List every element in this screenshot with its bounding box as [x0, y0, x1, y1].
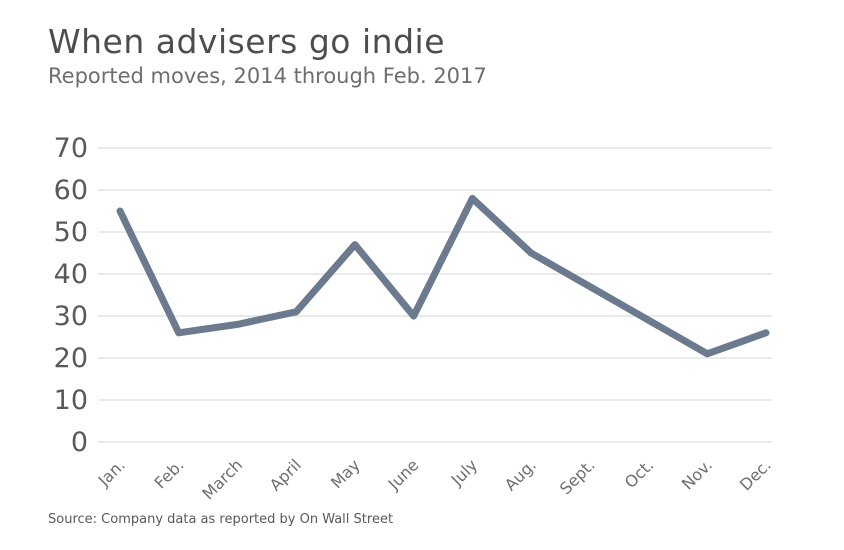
- source-note: Source: Company data as reported by On W…: [48, 512, 394, 527]
- x-tick-label: March: [198, 455, 246, 503]
- y-tick-label: 70: [54, 133, 88, 164]
- x-tick-label: July: [447, 455, 481, 489]
- y-tick-label: 30: [54, 301, 88, 332]
- x-tick-label: April: [266, 455, 305, 494]
- x-tick-label: Aug.: [501, 455, 540, 494]
- x-tick-label: Oct.: [621, 455, 658, 492]
- line-chart: 0 10 20 30 40 50 60 70 Jan. Feb. March April May June…: [54, 133, 775, 503]
- y-tick-label: 10: [54, 385, 88, 416]
- x-tick-label: Dec.: [736, 455, 775, 494]
- y-tick-label: 50: [54, 217, 88, 248]
- y-tick-label: 20: [54, 343, 88, 374]
- y-tick-label: 40: [54, 259, 88, 290]
- x-tick-label: Nov.: [678, 455, 716, 493]
- x-tick-label: June: [384, 455, 423, 494]
- x-tick-label: Jan.: [94, 455, 129, 490]
- chart-subtitle: Reported moves, 2014 through Feb. 2017: [48, 64, 487, 88]
- x-tick-label: May: [327, 455, 364, 492]
- y-tick-label: 60: [54, 175, 88, 206]
- data-line: [116, 194, 770, 358]
- x-tick-label: Sept.: [556, 455, 599, 498]
- chart-title: When advisers go indie: [48, 22, 445, 61]
- y-tick-label: 0: [71, 427, 88, 458]
- x-tick-label: Feb.: [150, 455, 187, 492]
